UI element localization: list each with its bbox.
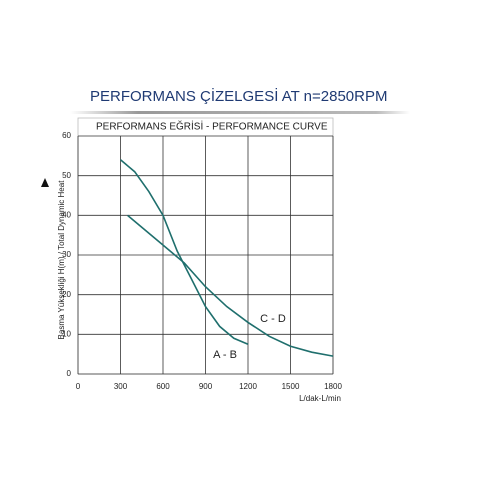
x-tick-label: 0 (76, 382, 81, 391)
axis-arrow (41, 178, 49, 187)
y-tick-label: 30 (62, 250, 71, 259)
chart-subtitle: PERFORMANS EĞRİSİ - PERFORMANCE CURVE (96, 120, 328, 133)
curve (127, 214, 334, 357)
x-tick-label: 1200 (239, 382, 257, 391)
x-tick-label: 300 (114, 382, 128, 391)
x-tick-label: 1500 (282, 382, 300, 391)
curve (119, 159, 249, 345)
y-tick-label: 20 (62, 290, 71, 299)
x-tick-label: 900 (199, 382, 213, 391)
y-axis-label: Basma Yüksekliği H(m) / Total Dynamic He… (57, 180, 66, 340)
x-tick-label: 1800 (324, 382, 342, 391)
y-tick-label: 60 (62, 131, 71, 140)
curve-label: A - B (213, 349, 237, 361)
x-axis-label: L/dak-L/min (299, 394, 341, 403)
y-tick-label: 10 (62, 329, 71, 338)
y-tick-label: 50 (62, 171, 71, 180)
y-tick-label: 0 (67, 369, 72, 378)
curve-label: C - D (260, 313, 286, 325)
page-title: PERFORMANS ÇİZELGESİ AT n=2850RPM (90, 87, 387, 105)
y-tick-label: 40 (62, 210, 71, 219)
title-underline (70, 111, 410, 114)
x-tick-label: 600 (156, 382, 170, 391)
